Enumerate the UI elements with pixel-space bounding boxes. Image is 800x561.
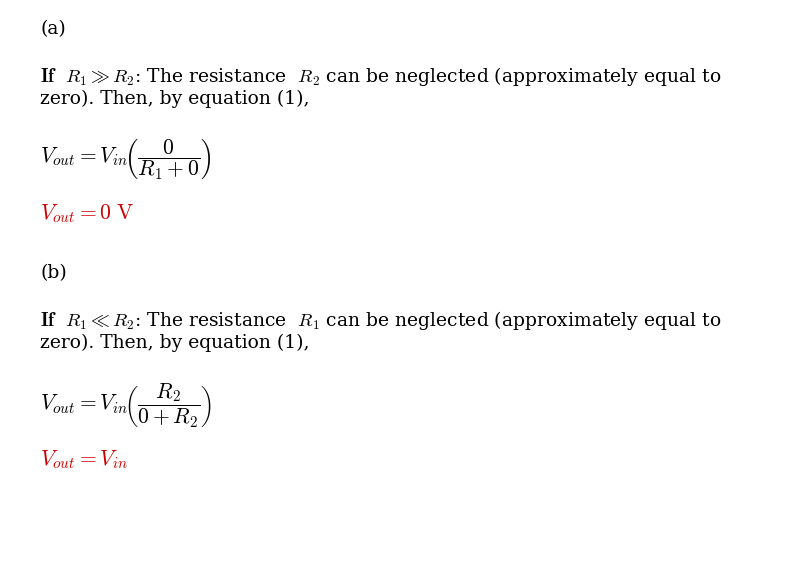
Text: $V_{out} = V_{in}\!\left(\dfrac{R_2}{0+R_2}\right)$: $V_{out} = V_{in}\!\left(\dfrac{R_2}{0+R… bbox=[40, 381, 212, 430]
Text: zero). Then, by equation (1),: zero). Then, by equation (1), bbox=[40, 90, 310, 108]
Text: $\mathbf{If}$  $R_1 \gg R_2$: The resistance  $R_2$ can be neglected (approximat: $\mathbf{If}$ $R_1 \gg R_2$: The resista… bbox=[40, 65, 722, 88]
Text: (b): (b) bbox=[40, 264, 66, 282]
Text: $V_{out} = V_{in}$: $V_{out} = V_{in}$ bbox=[40, 449, 128, 471]
Text: $\mathbf{If}$  $R_1 \ll R_2$: The resistance  $R_1$ can be neglected (approximat: $\mathbf{If}$ $R_1 \ll R_2$: The resista… bbox=[40, 309, 722, 332]
Text: $V_{out} = V_{in}\!\left(\dfrac{0}{R_1+0}\right)$: $V_{out} = V_{in}\!\left(\dfrac{0}{R_1+0… bbox=[40, 137, 212, 182]
Text: $V_{out} = 0\ \mathrm{V}$: $V_{out} = 0\ \mathrm{V}$ bbox=[40, 202, 134, 224]
Text: zero). Then, by equation (1),: zero). Then, by equation (1), bbox=[40, 334, 310, 352]
Text: (a): (a) bbox=[40, 20, 66, 38]
